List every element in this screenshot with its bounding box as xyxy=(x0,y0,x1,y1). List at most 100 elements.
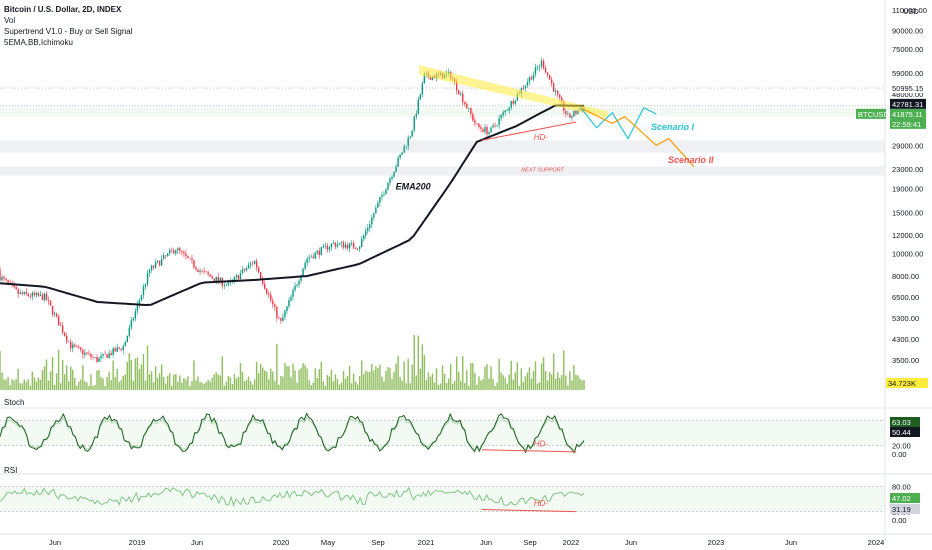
volume-bar xyxy=(128,353,131,390)
volume-bar xyxy=(282,376,284,390)
volume-bar xyxy=(259,363,262,390)
volume-bar xyxy=(88,386,90,390)
volume-bar xyxy=(429,376,432,390)
candle-body xyxy=(112,348,114,355)
candle-body xyxy=(536,67,539,68)
candle-body xyxy=(462,93,464,103)
candle-body xyxy=(555,90,557,92)
volume-bar xyxy=(43,366,46,390)
volume-bar xyxy=(409,383,411,390)
volume-bar xyxy=(45,359,48,390)
volume-bar xyxy=(395,363,397,390)
volume-bar xyxy=(441,365,444,390)
candle-body xyxy=(257,267,260,273)
volume-bar xyxy=(177,381,179,390)
candle-body xyxy=(15,286,17,290)
volume-bar xyxy=(433,382,436,390)
candle-body xyxy=(534,67,537,75)
hidden-divergence-price xyxy=(481,121,577,141)
volume-bar xyxy=(510,360,512,390)
support-band-next xyxy=(0,166,885,176)
candle-body xyxy=(31,292,34,297)
volume-bar xyxy=(65,365,68,390)
volume-bar xyxy=(338,384,341,390)
volume-bar xyxy=(512,379,514,390)
candle-body xyxy=(316,250,318,253)
candle-body xyxy=(205,271,207,273)
volume-bar xyxy=(110,380,112,390)
volume-bar xyxy=(243,381,246,390)
candle-body xyxy=(312,256,314,259)
volume-bar xyxy=(255,361,258,390)
candle-body xyxy=(150,265,153,271)
volume-bar xyxy=(447,378,450,390)
candle-body xyxy=(154,262,157,268)
volume-bar xyxy=(233,374,236,390)
candle-body xyxy=(255,260,258,268)
volume-bar xyxy=(229,377,232,390)
volume-bar xyxy=(261,367,264,390)
time-tick-label: 2024 xyxy=(868,538,885,547)
price-tick-label: 23000.00 xyxy=(892,165,923,174)
tag-stoch-k: 63.03 xyxy=(890,417,920,427)
volume-bar xyxy=(330,369,333,390)
candle-body xyxy=(185,253,187,257)
volume-bar xyxy=(292,363,294,390)
volume-bar xyxy=(245,379,248,390)
volume-bar xyxy=(544,370,547,390)
time-tick-label: Jun xyxy=(191,538,203,547)
candle-body xyxy=(211,276,213,279)
volume-bar xyxy=(361,360,363,390)
volume-bar xyxy=(51,356,54,390)
volume-bar xyxy=(443,373,446,390)
volume-bar xyxy=(134,358,137,390)
volume-bar xyxy=(5,379,7,390)
volume-bar xyxy=(569,371,571,390)
tag-rsi-ma-text: 31.19 xyxy=(892,505,911,514)
candle-body xyxy=(478,123,480,127)
candle-body xyxy=(431,76,434,80)
candle-body xyxy=(171,250,173,251)
candle-body xyxy=(577,110,579,114)
candle-body xyxy=(7,280,9,283)
time-tick-label: 2020 xyxy=(273,538,290,547)
candle-body xyxy=(235,275,238,277)
volume-bar xyxy=(191,380,193,390)
volume-bar xyxy=(59,383,62,390)
volume-bar xyxy=(300,367,302,390)
candle-body xyxy=(365,231,367,236)
volume-bar xyxy=(167,375,169,390)
candle-body xyxy=(207,272,209,275)
volume-bar xyxy=(476,384,478,390)
volume-bar xyxy=(306,368,308,390)
support-band-29k xyxy=(0,140,885,153)
candle-body xyxy=(480,126,482,129)
volume-bar xyxy=(203,383,205,390)
volume-bar xyxy=(302,363,304,390)
candle-body xyxy=(191,258,193,261)
volume-bar xyxy=(492,379,494,390)
candle-body xyxy=(96,357,98,362)
candle-body xyxy=(90,353,92,358)
candle-body xyxy=(526,82,529,86)
volume-bar xyxy=(106,377,108,390)
tag-price-text: 41875.11 xyxy=(892,110,923,119)
tag-countdown-bg xyxy=(890,118,926,129)
time-tick-label: 2019 xyxy=(129,538,146,547)
candle-body xyxy=(565,110,567,114)
rsi-main-line xyxy=(0,486,585,507)
volume-bar xyxy=(575,374,577,390)
candle-body xyxy=(512,101,514,104)
stoch-main-line xyxy=(0,412,585,454)
resistance-trendline xyxy=(419,64,608,118)
volume-bar xyxy=(35,381,38,390)
time-tick-label: Jun xyxy=(625,538,637,547)
volume-bar xyxy=(583,379,585,390)
candle-body xyxy=(195,267,197,270)
candle-body xyxy=(43,293,46,300)
volume-bar xyxy=(536,383,539,390)
candle-body xyxy=(328,247,331,250)
volume-bar xyxy=(264,370,266,390)
candle-body xyxy=(203,270,205,272)
